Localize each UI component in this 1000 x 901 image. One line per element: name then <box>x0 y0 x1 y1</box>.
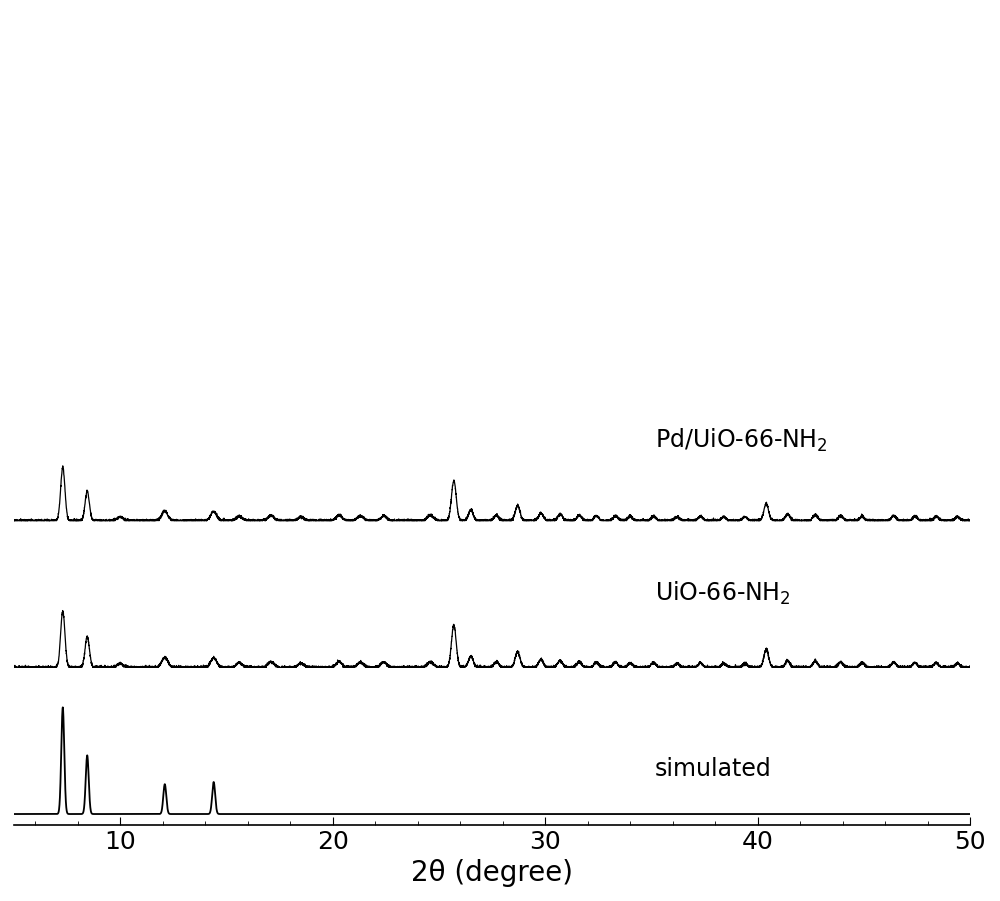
Text: UiO-66-NH$_2$: UiO-66-NH$_2$ <box>655 580 790 607</box>
X-axis label: 2θ (degree): 2θ (degree) <box>411 860 573 887</box>
Text: simulated: simulated <box>655 757 771 780</box>
Text: Pd/UiO-66-NH$_2$: Pd/UiO-66-NH$_2$ <box>655 427 827 454</box>
